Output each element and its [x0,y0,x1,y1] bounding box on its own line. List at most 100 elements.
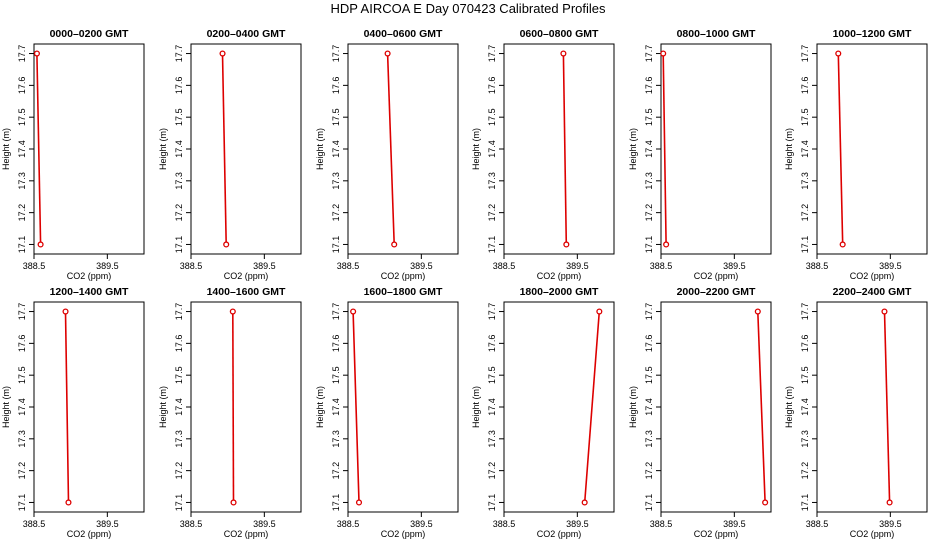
profile-line [583,311,601,503]
panel-title: 2000–2200 GMT [677,286,756,298]
y-tick-label: 17.1 [644,494,654,512]
x-axis-label: CO2 (ppm) [381,529,426,539]
y-tick-label: 17.5 [487,366,497,384]
y-axis-label: Height (m) [158,128,168,170]
y-tick-label: 17.4 [174,398,184,416]
profile-line [562,53,568,245]
x-tick-label: 388.5 [806,519,829,529]
y-tick-label: 17.2 [644,462,654,480]
plot-frame [660,301,772,513]
y-tick-label: 17.5 [800,366,810,384]
y-axis-label: Height (m) [784,128,794,170]
profile-point [663,241,670,248]
x-tick-label: 388.5 [493,261,516,271]
profile-line [837,53,844,245]
profile-line [232,311,235,503]
profile-point [384,50,391,57]
x-axis-label: CO2 (ppm) [694,529,739,539]
y-tick-label: 17.2 [487,462,497,480]
y-axis-label: Height (m) [628,386,638,428]
profile-point [355,499,363,506]
y-tick-label: 17.3 [17,172,27,190]
y-tick-label: 17.1 [17,494,27,512]
x-tick-label: 389.5 [566,261,589,271]
profile-point [886,499,893,506]
x-tick-label: 388.5 [650,519,673,529]
panel-title: 0200–0400 GMT [207,28,286,40]
y-tick-label: 17.3 [800,430,810,448]
panel-title: 2200–2400 GMT [833,286,912,298]
profile-point [762,499,769,506]
x-axis-label: CO2 (ppm) [537,529,582,539]
x-tick-label: 389.5 [410,261,433,271]
x-tick-label: 388.5 [23,519,46,529]
y-tick-label: 17.5 [17,366,27,384]
x-tick-label: 389.5 [253,519,276,529]
y-axis-label: Height (m) [1,128,11,170]
y-axis-label: Height (m) [471,386,481,428]
profile-line [64,311,70,503]
y-axis-label: Height (m) [158,386,168,428]
plot-frame [33,43,145,255]
x-tick-label: 389.5 [879,261,902,271]
y-tick-label: 17.7 [174,303,184,321]
profile-line [221,53,227,245]
profile-point [223,241,230,248]
profile-point [65,499,72,506]
panel-title: 0800–1000 GMT [677,28,756,40]
y-tick-label: 17.6 [800,77,810,95]
y-axis-label: Height (m) [628,128,638,170]
y-tick-label: 17.6 [487,335,497,353]
y-tick-label: 17.6 [17,77,27,95]
profile-point [229,308,236,315]
profile-point [230,499,237,506]
y-tick-label: 17.6 [174,335,184,353]
y-tick-label: 17.7 [174,45,184,63]
y-tick-label: 17.6 [174,77,184,95]
profile-line [386,53,395,245]
y-tick-label: 17.6 [800,335,810,353]
figure-title: HDP AIRCOA E Day 070423 Calibrated Profi… [330,1,606,16]
y-tick-label: 17.3 [174,430,184,448]
x-tick-label: 388.5 [806,261,829,271]
y-tick-label: 17.3 [487,172,497,190]
y-tick-label: 17.5 [174,366,184,384]
x-tick-label: 389.5 [96,519,119,529]
profile-point [560,50,567,57]
y-tick-label: 17.1 [331,494,341,512]
profile-point [391,241,398,248]
y-tick-label: 17.7 [487,303,497,321]
profile-point [596,308,603,315]
profile-line [352,311,360,503]
y-tick-label: 17.4 [174,140,184,158]
y-tick-label: 17.5 [644,366,654,384]
plot-frame [347,43,459,255]
y-tick-label: 17.3 [174,172,184,190]
y-tick-label: 17.1 [174,236,184,254]
y-tick-label: 17.5 [331,366,341,384]
y-tick-label: 17.3 [331,430,341,448]
y-tick-label: 17.4 [487,398,497,416]
x-tick-label: 389.5 [723,519,746,529]
y-tick-label: 17.5 [174,108,184,126]
y-tick-label: 17.3 [487,430,497,448]
y-tick-label: 17.6 [644,77,654,95]
panel-title: 0400–0600 GMT [364,28,443,40]
y-tick-label: 17.1 [800,494,810,512]
y-axis-label: Height (m) [784,386,794,428]
x-tick-label: 388.5 [23,261,46,271]
y-tick-label: 17.7 [800,45,810,63]
plot-frame [503,43,615,255]
y-tick-label: 17.3 [17,430,27,448]
y-tick-label: 17.2 [174,462,184,480]
y-tick-label: 17.2 [331,204,341,222]
panel-title: 1000–1200 GMT [833,28,912,40]
